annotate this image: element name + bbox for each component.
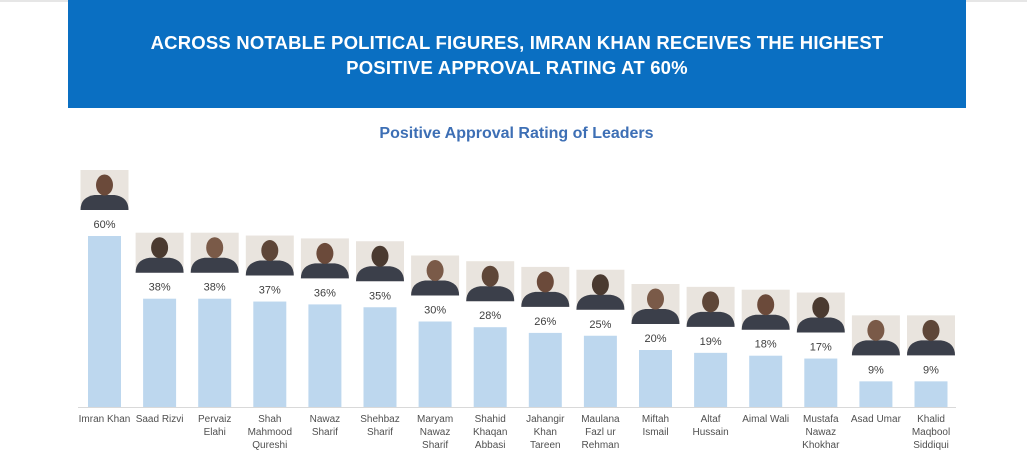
category-label: Miftah Ismail xyxy=(642,414,669,438)
bar xyxy=(583,335,617,407)
leader-photo xyxy=(907,315,955,356)
category-label: Aimal Wali xyxy=(742,414,789,425)
data-label: 25% xyxy=(589,319,611,331)
header-banner: ACROSS NOTABLE POLITICAL FIGURES, IMRAN … xyxy=(68,0,966,108)
leader-photo xyxy=(80,170,129,210)
data-label: 18% xyxy=(755,339,777,351)
data-label: 36% xyxy=(314,287,336,299)
bar xyxy=(473,327,507,407)
data-label: 20% xyxy=(644,333,666,345)
leader-photo xyxy=(576,269,625,310)
category-label: Pervaiz Elahi xyxy=(198,414,231,438)
data-label: 30% xyxy=(424,305,446,317)
leader-photo xyxy=(796,292,845,333)
bar xyxy=(804,358,838,407)
bar xyxy=(749,355,783,407)
leader-photo xyxy=(851,315,900,356)
leader-photo xyxy=(631,284,680,324)
category-label: Jahangir Khan Tareen xyxy=(526,414,565,451)
leader-photo xyxy=(300,238,349,279)
data-label: 38% xyxy=(204,282,226,294)
leader-photo xyxy=(356,241,404,282)
leader-photo xyxy=(521,266,570,307)
leader-photo xyxy=(466,261,515,302)
data-label: 28% xyxy=(479,310,501,322)
bar xyxy=(418,321,452,407)
bar xyxy=(308,304,342,407)
chart-title: Positive Approval Rating of Leaders xyxy=(379,125,654,142)
category-label: Shah Mahmood Qureshi xyxy=(248,414,292,451)
banner-title: ACROSS NOTABLE POLITICAL FIGURES, IMRAN … xyxy=(150,32,884,78)
bar xyxy=(88,236,121,407)
data-label: 37% xyxy=(259,285,281,297)
leader-photo xyxy=(686,286,735,327)
leader-photo xyxy=(245,235,294,276)
data-label: 35% xyxy=(369,290,391,302)
bar xyxy=(639,350,672,407)
data-label: 19% xyxy=(700,336,722,348)
category-label: Khalid Maqbool Siddiqui xyxy=(912,414,950,451)
leader-photo xyxy=(741,289,790,330)
bar xyxy=(253,301,287,407)
data-label: 26% xyxy=(534,316,556,328)
data-label: 9% xyxy=(868,364,884,376)
data-label: 38% xyxy=(149,282,171,294)
bar xyxy=(694,352,728,407)
category-label: Asad Umar xyxy=(851,414,902,425)
category-label: Maulana Fazl ur Rehman xyxy=(581,414,620,451)
leader-photo xyxy=(411,255,460,296)
category-label: Maryam Nawaz Sharif xyxy=(417,414,453,451)
category-label: Shahid Khaqan Abbasi xyxy=(473,414,507,451)
bar xyxy=(143,298,177,407)
leader-photo xyxy=(190,232,239,273)
bar xyxy=(914,381,948,407)
bar xyxy=(859,381,893,407)
category-label: Shehbaz Sharif xyxy=(360,414,399,438)
category-label: Nawaz Sharif xyxy=(310,414,341,438)
bar xyxy=(198,298,232,407)
data-label: 60% xyxy=(93,219,115,231)
data-label: 9% xyxy=(923,364,939,376)
category-label: Altaf Hussain xyxy=(693,414,729,438)
data-label: 17% xyxy=(810,342,832,354)
category-label: Saad Rizvi xyxy=(136,414,184,425)
category-label: Imran Khan xyxy=(79,414,131,425)
bar xyxy=(528,332,562,407)
category-label: Mustafa Nawaz Khokhar xyxy=(802,414,840,451)
leader-photo xyxy=(135,232,184,273)
bar xyxy=(363,307,397,407)
